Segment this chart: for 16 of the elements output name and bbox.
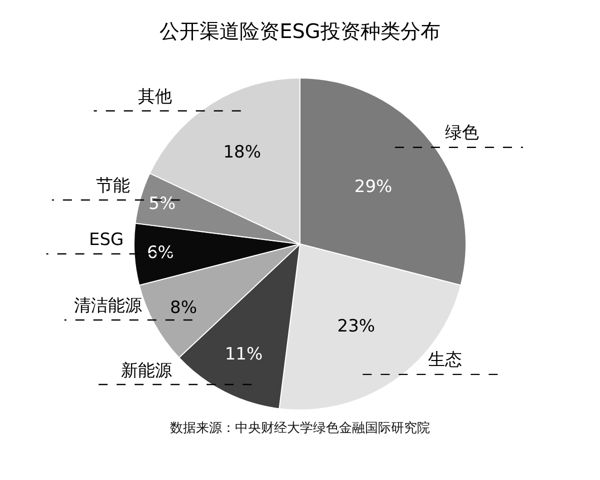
data-label: 11% (224, 344, 263, 364)
data-label: 8% (170, 298, 197, 318)
slice-label: 其他 (138, 87, 172, 107)
data-label: 29% (354, 177, 392, 198)
slice-label: 节能 (96, 176, 130, 196)
chart-title: 公开渠道险资ESG投资种类分布 (160, 19, 440, 43)
slice-label: ESG (89, 230, 124, 250)
slice-label: 生态 (428, 350, 462, 370)
slice-label: 绿色 (445, 123, 479, 143)
source-note: 数据来源：中央财经大学绿色金融国际研究院 (170, 421, 430, 436)
slice-label: 新能源 (121, 361, 172, 381)
data-label: 6% (146, 242, 174, 263)
data-label: 23% (337, 316, 376, 337)
slice-label: 清洁能源 (74, 296, 142, 316)
data-label: 5% (148, 194, 176, 214)
data-label: 18% (223, 142, 261, 163)
